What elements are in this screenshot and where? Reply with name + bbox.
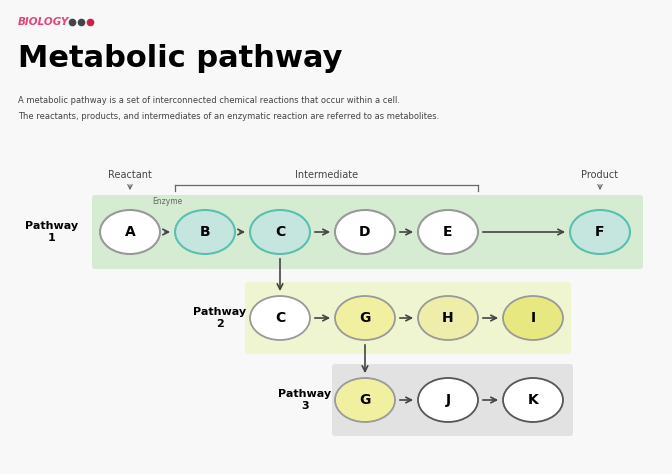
Text: J: J <box>446 393 450 407</box>
Text: Intermediate: Intermediate <box>295 170 358 180</box>
Text: D: D <box>360 225 371 239</box>
Text: The reactants, products, and intermediates of an enzymatic reaction are referred: The reactants, products, and intermediat… <box>18 111 439 120</box>
Text: Reactant: Reactant <box>108 170 152 180</box>
Text: Pathway
2: Pathway 2 <box>194 307 247 329</box>
Text: F: F <box>595 225 605 239</box>
Ellipse shape <box>503 378 563 422</box>
Ellipse shape <box>503 296 563 340</box>
Text: B: B <box>200 225 210 239</box>
Text: Metabolic pathway: Metabolic pathway <box>18 44 343 73</box>
Text: BIOLOGY: BIOLOGY <box>18 17 69 27</box>
Text: Pathway
3: Pathway 3 <box>278 389 331 411</box>
FancyBboxPatch shape <box>92 195 643 269</box>
Text: Pathway
1: Pathway 1 <box>26 221 79 243</box>
Text: H: H <box>442 311 454 325</box>
Text: A metabolic pathway is a set of interconnected chemical reactions that occur wit: A metabolic pathway is a set of intercon… <box>18 95 400 104</box>
Text: G: G <box>360 393 371 407</box>
Ellipse shape <box>100 210 160 254</box>
Text: I: I <box>530 311 536 325</box>
Text: A: A <box>124 225 135 239</box>
Ellipse shape <box>250 296 310 340</box>
Ellipse shape <box>570 210 630 254</box>
FancyBboxPatch shape <box>245 282 571 354</box>
Ellipse shape <box>335 210 395 254</box>
FancyBboxPatch shape <box>332 364 573 436</box>
Text: Enzyme: Enzyme <box>153 197 183 206</box>
Text: G: G <box>360 311 371 325</box>
Text: K: K <box>528 393 538 407</box>
Ellipse shape <box>418 210 478 254</box>
Ellipse shape <box>335 296 395 340</box>
Ellipse shape <box>250 210 310 254</box>
Ellipse shape <box>335 378 395 422</box>
Text: Product: Product <box>581 170 618 180</box>
Ellipse shape <box>418 296 478 340</box>
Text: C: C <box>275 311 285 325</box>
Ellipse shape <box>418 378 478 422</box>
Text: E: E <box>444 225 453 239</box>
Ellipse shape <box>175 210 235 254</box>
Text: C: C <box>275 225 285 239</box>
